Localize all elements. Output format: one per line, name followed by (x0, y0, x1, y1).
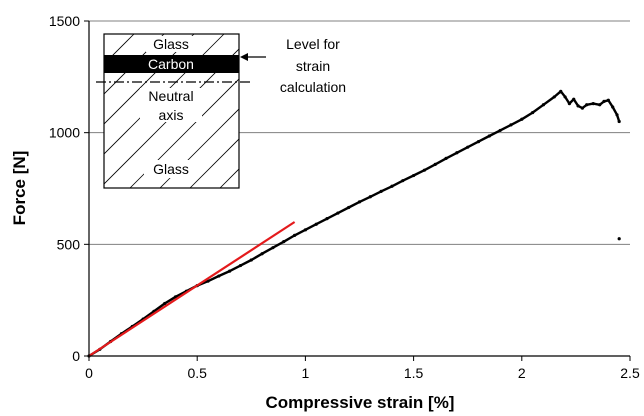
series-0-point-38 (498, 128, 502, 133)
series-0-point-44 (559, 89, 563, 93)
series-0-point-30 (412, 173, 416, 178)
series-0-point-25 (357, 200, 362, 204)
series-0-point-8 (173, 295, 178, 299)
series-0-point-46 (567, 102, 572, 106)
series-0-point-22 (325, 217, 329, 221)
series-1-fit-line (88, 221, 296, 357)
x-tick-label-0: 0 (85, 365, 93, 381)
series-0-point-54 (606, 98, 610, 102)
series-0-point-55 (611, 105, 615, 109)
x-tick-label-2: 1 (302, 365, 310, 381)
layer-label-neutral: Neutral (148, 88, 193, 104)
series-0-point-28 (390, 184, 394, 188)
series-0-point-16 (260, 252, 264, 256)
x-tick-label-4: 2 (518, 365, 526, 381)
series-0-point-32 (433, 162, 437, 166)
carbon-layer (104, 55, 239, 73)
series-0-point-33 (444, 156, 448, 160)
series-0-point-34 (455, 151, 459, 155)
series-0-point-53 (602, 99, 606, 103)
series-0-point-21 (314, 222, 318, 226)
x-axis-title: Compressive strain [%] (266, 393, 455, 412)
series-0-point-26 (368, 195, 372, 199)
layer-label-carbon: Carbon (148, 56, 194, 72)
series-0-point-29 (401, 179, 405, 183)
y-axis-title: Force [N] (10, 151, 29, 226)
x-tick-label-5: 2.5 (620, 365, 640, 381)
glass-bottom-label-bg (144, 160, 198, 178)
series-0-point-37 (487, 134, 491, 138)
glass-top-label-bg (146, 36, 196, 52)
series-0-point-15 (249, 258, 253, 262)
series-0-point-24 (347, 205, 351, 210)
series-0-point-12 (217, 274, 221, 278)
series-0-point-50 (585, 103, 589, 107)
series-0-point-19 (292, 233, 297, 237)
annotation-line-1: Level for (286, 36, 340, 52)
hatch-line (189, 138, 239, 188)
series-0-point-51 (591, 102, 595, 106)
layer-label-glass-bottom: Glass (153, 161, 189, 177)
series-0-point-47 (572, 97, 576, 101)
series-0-point-36 (476, 140, 481, 144)
series-0-point-43 (552, 95, 556, 99)
annotation-line-3: calculation (280, 79, 346, 95)
data-layer (87, 89, 621, 358)
series-0-point-57 (617, 119, 621, 124)
neutral-label-bg (140, 88, 202, 122)
series-0-point-7 (163, 301, 167, 306)
x-tick-label-3: 1.5 (404, 365, 424, 381)
series-0-point-17 (271, 246, 275, 250)
y-tick-label-2: 1000 (49, 125, 80, 141)
series-0-point-58 (617, 237, 621, 241)
series-0-point-48 (576, 104, 580, 108)
series-0-point-42 (541, 103, 546, 107)
series-0-point-14 (238, 263, 243, 268)
laminate-inset: Glass Carbon Neutral axis Glass Level fo… (96, 33, 524, 189)
series-0-point-13 (228, 269, 232, 273)
series-0-point-40 (520, 117, 524, 121)
hatch-line (340, 34, 494, 188)
y-axis-ticks: 0 500 1000 1500 (49, 13, 89, 364)
layer-label-glass-top: Glass (153, 36, 189, 52)
series-0-point-52 (598, 103, 602, 107)
series-0-point-41 (531, 110, 535, 115)
inset-border (103, 33, 240, 189)
layer-label-axis: axis (159, 107, 184, 123)
annotation-arrow-head (240, 53, 248, 61)
series-0-point-49 (580, 106, 584, 110)
series-0-point-20 (303, 228, 307, 232)
y-tick-label-3: 1500 (49, 13, 80, 29)
y-tick-label-0: 0 (72, 348, 80, 364)
series-0-point-18 (282, 240, 286, 244)
series-0-point-27 (379, 189, 383, 194)
series-0-point-45 (563, 95, 567, 99)
hatch-line (370, 34, 524, 188)
y-tick-label-1: 500 (57, 236, 81, 252)
series-0-point-56 (615, 113, 619, 117)
x-axis-ticks: 0 0.5 1 1.5 2 2.5 (85, 356, 640, 381)
hatch-line (310, 34, 464, 188)
annotation-line-2: strain (296, 58, 330, 74)
x-tick-label-1: 0.5 (187, 365, 207, 381)
series-0-point-23 (336, 211, 340, 215)
series-0-point-31 (422, 168, 427, 172)
series-0-point-35 (466, 145, 470, 149)
series-0-point-39 (509, 123, 513, 127)
series-0-point-11 (206, 279, 210, 283)
